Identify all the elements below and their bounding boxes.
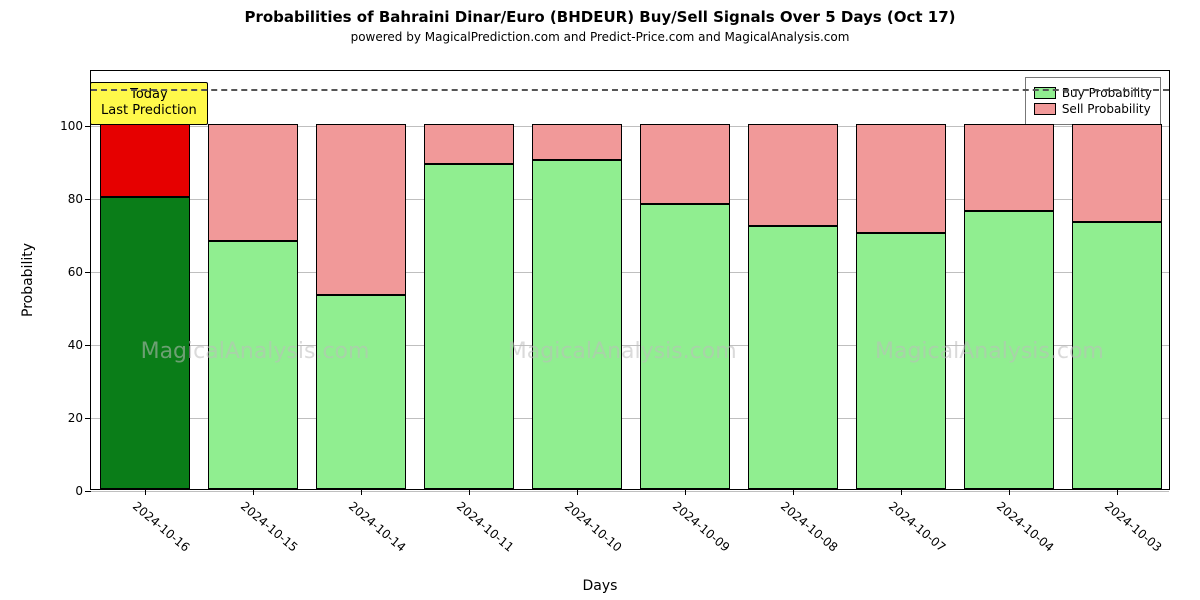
ytick-mark xyxy=(85,418,91,419)
ytick-mark xyxy=(85,126,91,127)
legend-swatch xyxy=(1034,103,1056,115)
bar-buy xyxy=(316,295,407,489)
xtick-label: 2024-10-03 xyxy=(1102,499,1164,555)
ytick-mark xyxy=(85,272,91,273)
ytick-mark xyxy=(85,491,91,492)
chart-title: Probabilities of Bahraini Dinar/Euro (BH… xyxy=(0,0,1200,26)
ytick-label: 40 xyxy=(68,338,83,352)
xtick-label: 2024-10-04 xyxy=(994,499,1056,555)
xtick-mark xyxy=(469,489,470,495)
bar-buy xyxy=(748,226,839,489)
xtick-mark xyxy=(1009,489,1010,495)
legend-item: Sell Probability xyxy=(1034,102,1152,116)
bar-sell xyxy=(748,124,839,226)
bar-sell xyxy=(316,124,407,296)
ytick-mark xyxy=(85,199,91,200)
ytick-mark xyxy=(85,345,91,346)
plot-area: Buy ProbabilitySell Probability TodayLas… xyxy=(90,70,1170,490)
xtick-label: 2024-10-11 xyxy=(454,499,516,555)
xtick-mark xyxy=(901,489,902,495)
legend-item: Buy Probability xyxy=(1034,86,1152,100)
bar-sell xyxy=(424,124,515,164)
bar-sell xyxy=(208,124,299,241)
xtick-label: 2024-10-07 xyxy=(886,499,948,555)
legend-label: Buy Probability xyxy=(1062,86,1152,100)
bar-buy xyxy=(208,241,299,489)
watermark-text: MagicalAnalysis.com xyxy=(508,339,737,364)
bar-sell xyxy=(1072,124,1163,223)
xtick-mark xyxy=(145,489,146,495)
xtick-mark xyxy=(1117,489,1118,495)
legend-label: Sell Probability xyxy=(1062,102,1151,116)
legend: Buy Probability Sell Probability xyxy=(1025,77,1161,125)
xtick-label: 2024-10-14 xyxy=(346,499,408,555)
xtick-label: 2024-10-08 xyxy=(778,499,840,555)
bar-buy xyxy=(424,164,515,489)
xtick-label: 2024-10-16 xyxy=(130,499,192,555)
xtick-label: 2024-10-10 xyxy=(562,499,624,555)
ytick-label: 60 xyxy=(68,265,83,279)
bar-buy xyxy=(532,160,623,489)
xtick-label: 2024-10-15 xyxy=(238,499,300,555)
bar-sell xyxy=(856,124,947,234)
ytick-label: 80 xyxy=(68,192,83,206)
xtick-mark xyxy=(685,489,686,495)
bar-sell xyxy=(532,124,623,161)
ytick-label: 100 xyxy=(60,119,83,133)
watermark-text: MagicalAnalysis.com xyxy=(875,339,1104,364)
chart-subtitle: powered by MagicalPrediction.com and Pre… xyxy=(0,26,1200,44)
xtick-mark xyxy=(577,489,578,495)
xtick-label: 2024-10-09 xyxy=(670,499,732,555)
bar-sell xyxy=(964,124,1055,212)
xtick-mark xyxy=(793,489,794,495)
watermark-text: MagicalAnalysis.com xyxy=(141,339,370,364)
callout-line: Last Prediction xyxy=(101,103,197,119)
ytick-label: 20 xyxy=(68,411,83,425)
bar-sell xyxy=(100,124,191,197)
ytick-label: 0 xyxy=(75,484,83,498)
x-axis-label: Days xyxy=(583,578,618,594)
y-axis-label: Probability xyxy=(20,243,36,317)
threshold-hline xyxy=(91,89,1169,91)
bar-sell xyxy=(640,124,731,204)
xtick-mark xyxy=(361,489,362,495)
xtick-mark xyxy=(253,489,254,495)
